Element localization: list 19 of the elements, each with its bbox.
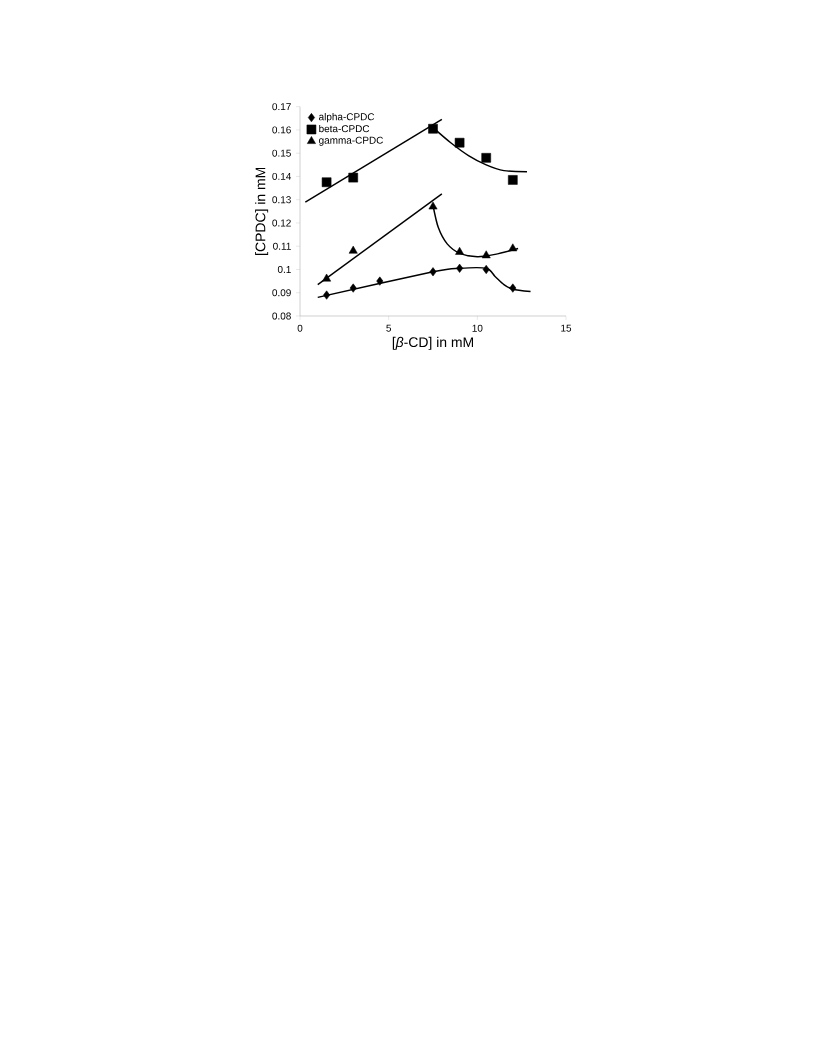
x-tick-label: 0 [297, 324, 303, 332]
x-tick-label: 10 [472, 324, 483, 332]
y-tick-label: 0.17 [272, 103, 291, 111]
legend-label: beta-CPDC [319, 124, 370, 133]
y-tick-label: 0.13 [272, 196, 291, 204]
y-tick-label: 0.15 [272, 149, 291, 157]
y-tick-label: 0.16 [272, 126, 291, 134]
y-tick-label: 0.11 [273, 242, 291, 250]
x-tick-label: 5 [386, 324, 392, 332]
y-tick-label: 0.09 [272, 289, 291, 297]
legend-label: gamma-CPDC [319, 136, 383, 146]
y-axis-title: [CPDC] in mM [255, 167, 269, 255]
x-tick-label: 15 [561, 324, 572, 332]
y-tick-label: 0.12 [272, 219, 291, 227]
legend-label: alpha-CPDC [319, 113, 375, 123]
y-tick-label: 0.1 [277, 265, 291, 274]
x-axis-title: [β-CD] in mM [392, 336, 473, 350]
y-tick-label: 0.08 [272, 312, 291, 320]
y-tick-label: 0.14 [272, 172, 292, 180]
